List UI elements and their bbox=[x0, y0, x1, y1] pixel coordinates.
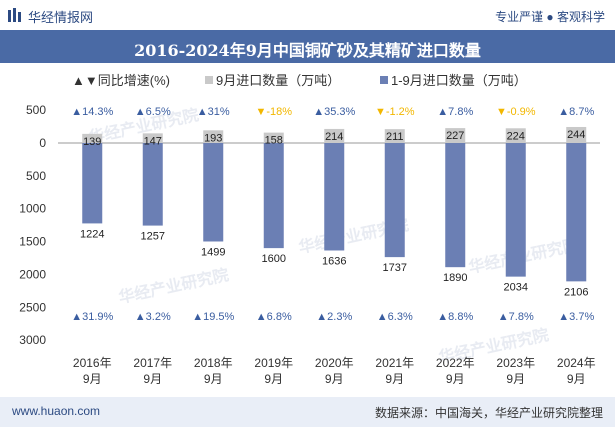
label-cum: 1636 bbox=[322, 255, 346, 267]
yoy-cum: ▲2.3% bbox=[316, 311, 352, 323]
brand-name: 华经情报网 bbox=[28, 10, 94, 25]
x-label-month: 9月 bbox=[264, 372, 283, 386]
x-label-month: 9月 bbox=[83, 372, 102, 386]
x-label-year: 2023年 bbox=[496, 356, 535, 370]
x-label-month: 9月 bbox=[506, 372, 525, 386]
legend-sep: 9月进口数量（万吨） bbox=[216, 73, 340, 88]
bar-cum bbox=[203, 143, 224, 242]
yoy-sep: ▼-18% bbox=[255, 106, 292, 118]
top-bar: 华经情报网 专业严谨 ● 客观科学 bbox=[0, 0, 615, 30]
bar-sep bbox=[445, 128, 466, 143]
label-cum: 1224 bbox=[80, 228, 104, 240]
bar-cum bbox=[384, 143, 405, 258]
x-label-month: 9月 bbox=[325, 372, 344, 386]
label-sep: 227 bbox=[446, 130, 464, 142]
bar-cum bbox=[505, 143, 526, 277]
yoy-cum: ▲3.7% bbox=[558, 311, 594, 323]
bar-sep bbox=[505, 128, 526, 143]
label-cum: 1890 bbox=[443, 272, 467, 284]
yoy-sep: ▲14.3% bbox=[71, 106, 113, 118]
label-cum: 2106 bbox=[564, 286, 588, 298]
x-label-year: 2022年 bbox=[436, 356, 475, 370]
x-label-month: 9月 bbox=[446, 372, 465, 386]
title-bar: 2016-2024年9月中国铜矿砂及其精矿进口数量 bbox=[0, 30, 615, 63]
label-cum: 1737 bbox=[383, 262, 407, 274]
x-label-month: 9月 bbox=[204, 372, 223, 386]
bar-sep bbox=[263, 132, 284, 143]
bar-sep bbox=[384, 129, 405, 143]
yoy-sep: ▲7.8% bbox=[437, 106, 473, 118]
yoy-sep: ▼-1.2% bbox=[375, 106, 415, 118]
site-url[interactable]: www.huaon.com bbox=[12, 404, 101, 418]
y-tick: 1500 bbox=[19, 235, 46, 249]
label-sep: 211 bbox=[386, 131, 404, 143]
yoy-cum: ▲7.8% bbox=[498, 311, 534, 323]
bar-sep bbox=[324, 128, 345, 143]
watermark-3: 华经产业研究院 bbox=[117, 265, 231, 307]
label-sep: 193 bbox=[204, 132, 222, 144]
yoy-cum: ▲19.5% bbox=[192, 311, 234, 323]
x-label-month: 9月 bbox=[567, 372, 586, 386]
bar-cum bbox=[263, 143, 284, 249]
yoy-cum: ▲6.8% bbox=[256, 311, 292, 323]
bar-cum bbox=[324, 143, 345, 251]
x-label-year: 2017年 bbox=[133, 356, 172, 370]
label-sep: 158 bbox=[265, 135, 283, 147]
yoy-sep: ▲8.7% bbox=[558, 106, 594, 118]
footer: www.huaon.com 数据来源：中国海关，华经产业研究院整理 bbox=[0, 397, 615, 427]
legend-cum: 1-9月进口数量（万吨） bbox=[391, 73, 527, 88]
label-sep: 244 bbox=[567, 129, 585, 141]
label-sep: 147 bbox=[144, 135, 162, 147]
label-sep: 139 bbox=[83, 136, 101, 148]
bar-sep bbox=[142, 133, 163, 143]
bar-cum bbox=[566, 143, 587, 282]
bar-sep bbox=[566, 126, 587, 143]
data-source: 数据来源：中国海关，华经产业研究院整理 bbox=[374, 406, 603, 420]
y-tick: 500 bbox=[26, 103, 46, 117]
yoy-sep: ▲35.3% bbox=[313, 106, 355, 118]
logo-icon bbox=[8, 8, 21, 22]
y-tick: 1000 bbox=[19, 202, 46, 216]
y-tick: 2500 bbox=[19, 300, 46, 314]
x-label-year: 2020年 bbox=[315, 356, 354, 370]
yoy-cum: ▲31.9% bbox=[71, 311, 113, 323]
label-sep: 214 bbox=[325, 131, 343, 143]
bar-cum bbox=[82, 143, 103, 224]
bar-sep bbox=[82, 133, 103, 143]
bar-cum bbox=[142, 143, 163, 226]
yoy-sep: ▼-0.9% bbox=[496, 106, 536, 118]
label-cum: 1499 bbox=[201, 246, 225, 258]
x-label-year: 2019年 bbox=[254, 356, 293, 370]
yoy-sep: ▲6.5% bbox=[135, 106, 171, 118]
yoy-cum: ▲3.2% bbox=[135, 311, 171, 323]
x-label-year: 2016年 bbox=[73, 356, 112, 370]
y-tick: 0 bbox=[39, 136, 46, 150]
y-tick: 500 bbox=[26, 169, 46, 183]
x-label-year: 2024年 bbox=[557, 356, 596, 370]
x-label-year: 2021年 bbox=[375, 356, 414, 370]
yoy-sep: ▲31% bbox=[197, 106, 230, 118]
label-sep: 224 bbox=[507, 130, 525, 142]
yoy-cum: ▲6.3% bbox=[377, 311, 413, 323]
legend-swatch-cum bbox=[380, 76, 388, 84]
tagline: 专业严谨 ● 客观科学 bbox=[495, 10, 605, 24]
bar-sep bbox=[203, 130, 224, 143]
x-label-month: 9月 bbox=[385, 372, 404, 386]
y-tick: 3000 bbox=[19, 333, 46, 347]
label-cum: 1257 bbox=[141, 231, 165, 243]
y-tick: 2000 bbox=[19, 267, 46, 281]
label-cum: 2034 bbox=[504, 282, 528, 294]
x-label-month: 9月 bbox=[143, 372, 162, 386]
chart: 华经产业研究院华经产业研究院华经产业研究院华经产业研究院华经产业研究院▲▼同比增… bbox=[19, 73, 600, 386]
chart-title: 2016-2024年9月中国铜矿砂及其精矿进口数量 bbox=[134, 41, 481, 60]
label-cum: 1600 bbox=[262, 253, 286, 265]
legend-swatch-sep bbox=[205, 76, 213, 84]
bar-cum bbox=[445, 143, 466, 268]
legend-yoy: ▲▼同比增速(%) bbox=[72, 73, 170, 88]
yoy-cum: ▲8.8% bbox=[437, 311, 473, 323]
x-label-year: 2018年 bbox=[194, 356, 233, 370]
